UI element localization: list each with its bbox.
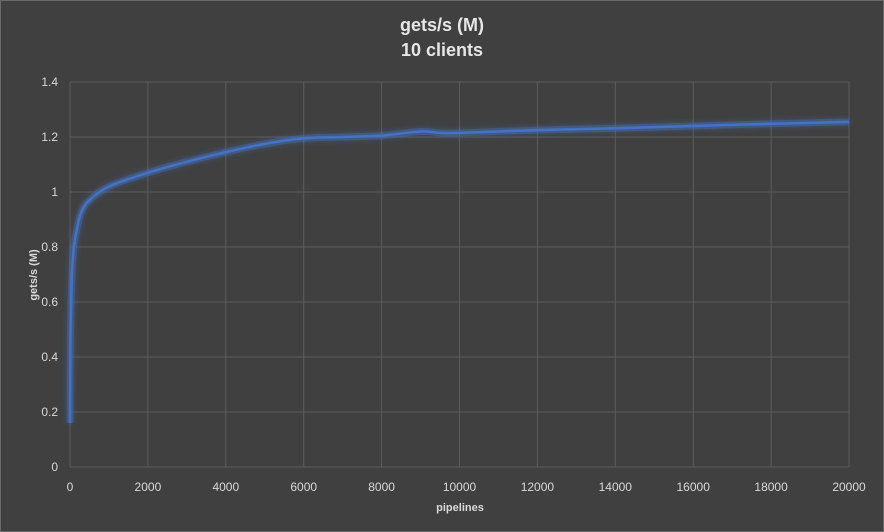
x-tick-label: 18000 [754, 480, 788, 494]
y-tick-label: 0.2 [41, 405, 58, 419]
grid-lines [69, 81, 850, 468]
x-tick-label: 14000 [599, 480, 633, 494]
x-axis-title: pipelines [436, 502, 484, 514]
y-axis-title: gets/s (M) [28, 249, 40, 301]
x-tick-label: 16000 [677, 480, 711, 494]
x-tick-label: 4000 [212, 480, 239, 494]
y-tick-label: 0 [51, 460, 58, 474]
chart-title: gets/s (M) [400, 15, 484, 35]
x-tick-label: 6000 [290, 480, 317, 494]
x-tick-label: 10000 [443, 480, 477, 494]
x-tick-label: 2000 [135, 480, 162, 494]
tick-labels: 0 0.2 0.4 0.6 0.8 1 1.2 1.4 0 2000 4000 6000 8000 100… [41, 75, 866, 494]
series-line [68, 120, 850, 424]
y-tick-label: 0.8 [41, 240, 58, 254]
x-tick-label: 8000 [368, 480, 395, 494]
y-tick-label: 1 [51, 185, 58, 199]
chart-subtitle: 10 clients [401, 40, 483, 60]
series-layer [66, 118, 850, 424]
x-tick-label: 12000 [521, 480, 555, 494]
x-tick-label: 0 [67, 480, 74, 494]
x-tick-label: 20000 [832, 480, 866, 494]
y-tick-label: 1.4 [41, 75, 58, 89]
y-tick-label: 0.6 [41, 295, 58, 309]
y-tick-label: 1.2 [41, 130, 58, 144]
y-tick-label: 0.4 [41, 350, 58, 364]
